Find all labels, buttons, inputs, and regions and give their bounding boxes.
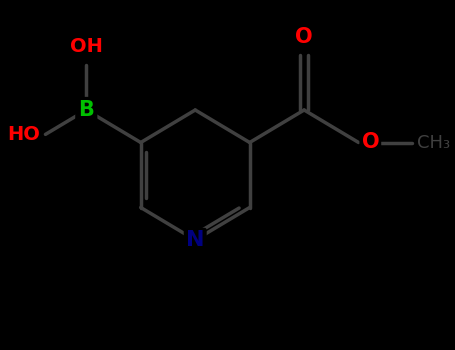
Text: CH₃: CH₃ xyxy=(417,133,450,152)
Text: HO: HO xyxy=(8,125,40,144)
Text: OH: OH xyxy=(70,37,103,56)
Text: N: N xyxy=(186,230,204,250)
Text: O: O xyxy=(362,133,379,153)
Text: B: B xyxy=(78,100,94,120)
Text: O: O xyxy=(295,27,313,47)
